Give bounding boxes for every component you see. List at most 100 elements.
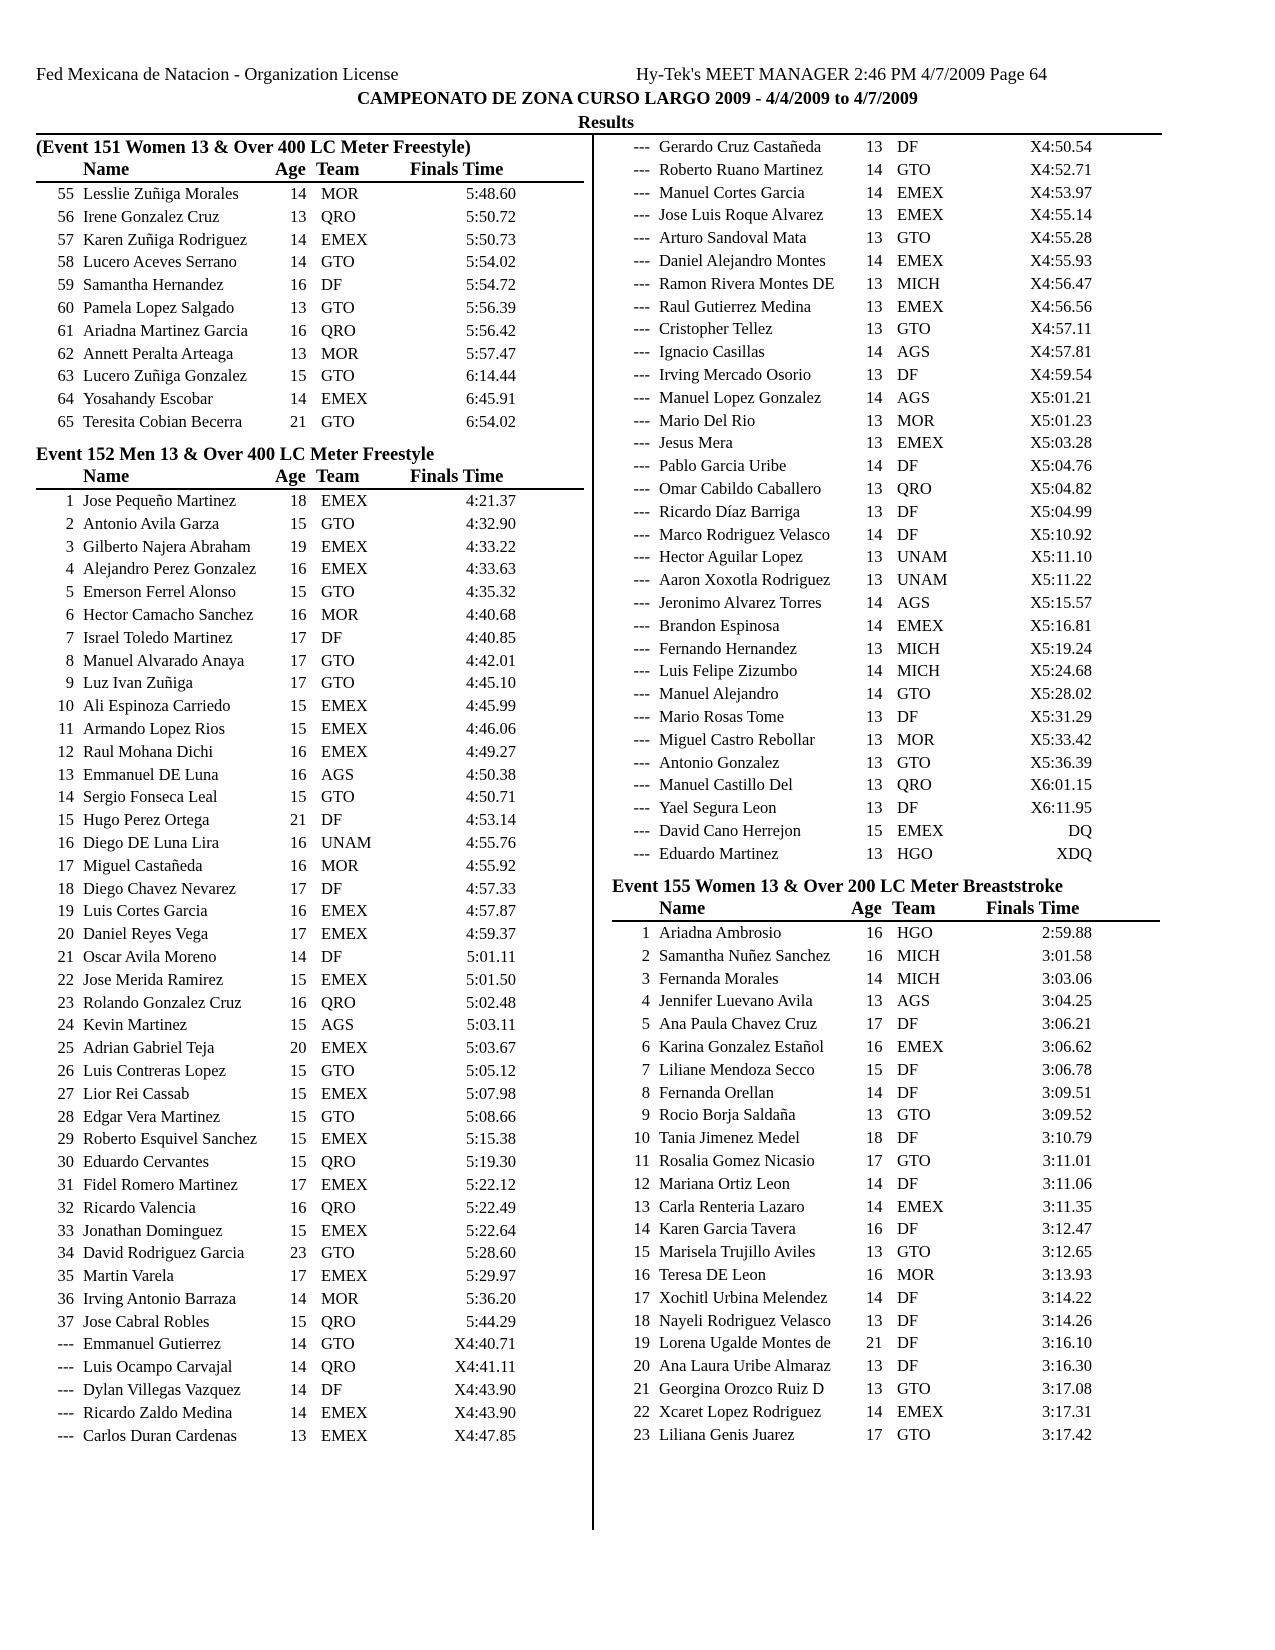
cell-team: EMEX [897,296,944,316]
cell-rank: 7 [641,1059,650,1079]
result-row: --- Carlos Duran Cardenas 13 EMEX X4:47.85 [36,1425,584,1448]
cell-age: 16 [290,901,307,921]
result-row: --- Raul Gutierrez Medina 13 EMEX X4:56.56 [612,296,1160,319]
result-row: 57 Karen Zuñiga Rodriguez 14 EMEX 5:50.73 [36,229,584,252]
cell-age: 15 [290,1083,307,1103]
cell-age: 16 [290,604,307,624]
cell-time: 6:54.02 [466,411,516,431]
cell-name: Diego DE Luna Lira [83,832,220,852]
column-finals-time: Finals Time [410,160,504,180]
cell-time: 5:56.39 [466,297,516,317]
cell-time: X6:11.95 [1030,798,1092,818]
cell-time: X5:15.57 [1030,592,1092,612]
cell-team: GTO [897,752,931,772]
cell-rank: 60 [57,297,75,317]
cell-time: 5:07.98 [466,1083,516,1103]
cell-age: 21 [866,1333,883,1353]
cell-time: X6:01.15 [1030,775,1092,795]
cell-time: 3:11.01 [1042,1150,1092,1170]
cell-team: DF [897,1287,919,1307]
cell-time: 5:50.72 [466,206,516,226]
cell-team: GTO [321,411,355,431]
cell-age: 14 [290,229,307,249]
cell-team: DF [897,706,919,726]
cell-team: EMEX [321,718,368,738]
cell-rank: 59 [57,275,75,295]
cell-team: GTO [321,582,355,602]
cell-age: 13 [866,410,883,430]
result-row: 4 Alejandro Perez Gonzalez 16 EMEX 4:33.63 [36,558,584,581]
result-row: 17 Xochitl Urbina Melendez 14 DF 3:14.22 [612,1287,1160,1310]
cell-name: Roberto Ruano Martinez [659,159,824,179]
cell-time: X4:50.54 [1030,137,1092,156]
cell-age: 14 [866,387,883,407]
cell-team: DF [321,946,343,966]
cell-team: MOR [321,1288,359,1308]
result-row: 36 Irving Antonio Barraza 14 MOR 5:36.20 [36,1288,584,1311]
cell-team: GTO [897,1150,931,1170]
cell-team: EMEX [321,1038,368,1058]
cell-name: Mario Del Rio [659,410,756,430]
cell-age: 15 [866,1059,883,1079]
cell-name: Adrian Gabriel Teja [83,1038,215,1058]
cell-age: 13 [290,343,307,363]
cell-age: 17 [866,1014,883,1034]
cell-age: 17 [290,1174,307,1194]
cell-age: 21 [290,810,307,830]
cell-rank: 34 [57,1243,75,1263]
cell-age: 17 [290,924,307,944]
cell-name: Ana Laura Uribe Almaraz [659,1356,831,1376]
cell-age: 14 [866,1173,883,1193]
cell-age: 14 [866,592,883,612]
cell-age: 13 [866,729,883,749]
cell-time: 4:33.63 [466,559,516,579]
cell-rank: --- [633,570,650,590]
cell-rank: 18 [57,878,75,898]
result-row: 21 Georgina Orozco Ruiz D 13 GTO 3:17.08 [612,1378,1160,1401]
result-row: 2 Antonio Avila Garza 15 GTO 4:32.90 [36,513,584,536]
cell-time: X5:04.82 [1030,478,1092,498]
cell-time: 5:19.30 [466,1152,516,1172]
result-row: 16 Diego DE Luna Lira 16 UNAM 4:55.76 [36,832,584,855]
cell-age: 17 [290,673,307,693]
cell-age: 16 [866,1036,883,1056]
cell-rank: 33 [57,1220,75,1240]
cell-rank: --- [633,706,650,726]
cell-rank: 4 [65,559,74,579]
cell-age: 13 [866,843,883,863]
cell-name: Nayeli Rodriguez Velasco [659,1310,831,1330]
cell-rank: 55 [57,184,75,203]
cell-rank: 9 [641,1105,650,1125]
organization-license: Fed Mexicana de Natacion - Organization … [36,64,399,84]
result-row: 34 David Rodriguez Garcia 23 GTO 5:28.60 [36,1242,584,1265]
cell-name: Rolando Gonzalez Cruz [83,992,242,1012]
cell-name: Brandon Espinosa [659,615,780,635]
cell-time: 4:33.22 [466,536,516,556]
cell-age: 14 [866,1401,883,1421]
cell-team: DF [897,798,919,818]
cell-time: 3:11.35 [1042,1196,1092,1216]
result-row: --- Arturo Sandoval Mata 13 GTO X4:55.28 [612,227,1160,250]
cell-time: 4:45.10 [466,673,516,693]
cell-age: 15 [290,696,307,716]
result-row: --- Luis Felipe Zizumbo 14 MICH X5:24.68 [612,660,1160,683]
cell-time: 4:59.37 [466,924,516,944]
cell-age: 16 [866,1264,883,1284]
cell-time: 3:09.51 [1042,1082,1092,1102]
cell-team: DF [897,1128,919,1148]
column-header: Name Age Team Finals Time [612,898,1160,922]
cell-rank: 5 [65,582,74,602]
result-row: --- Daniel Alejandro Montes 14 EMEX X4:55.93 [612,250,1160,273]
cell-time: 5:03.11 [466,1015,516,1035]
result-row: 25 Adrian Gabriel Teja 20 EMEX 5:03.67 [36,1037,584,1060]
cell-rank: 23 [57,992,75,1012]
cell-age: 13 [866,570,883,590]
cell-team: EMEX [321,389,368,409]
result-row: 11 Rosalia Gomez Nicasio 17 GTO 3:11.01 [612,1150,1160,1173]
result-row: --- Dylan Villegas Vazquez 14 DF X4:43.90 [36,1379,584,1402]
cell-age: 15 [290,1129,307,1149]
cell-time: 3:17.42 [1042,1424,1092,1444]
cell-team: MOR [321,343,359,363]
cell-age: 21 [290,411,307,431]
result-row: --- Irving Mercado Osorio 13 DF X4:59.54 [612,364,1160,387]
